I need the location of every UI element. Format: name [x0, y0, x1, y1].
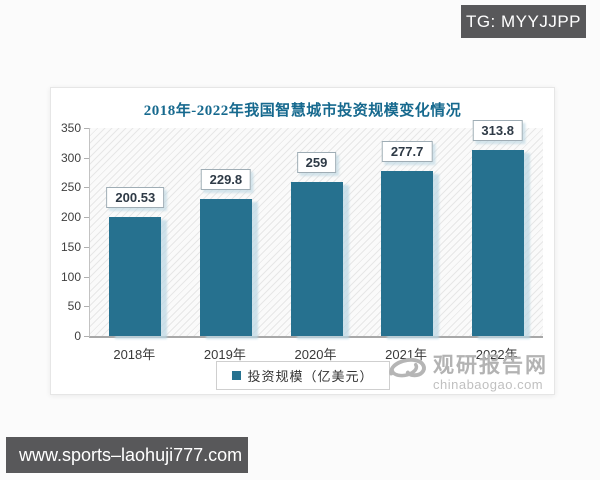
telegram-contact-text: TG: MYYJJPP [465, 11, 582, 31]
y-axis-tick-mark [84, 306, 89, 308]
legend-label: 投资规模（亿美元） [247, 369, 374, 384]
y-axis-tick-mark [84, 128, 89, 129]
bar-2018年 [109, 216, 162, 336]
bottom-url-text: www.sports–laohuji777.com [19, 444, 243, 465]
bottom-url-bar: www.sports–laohuji777.com [6, 437, 248, 473]
bar-value-label: 229.8 [200, 169, 252, 191]
chart-title: 2018年-2022年我国智慧城市投资规模变化情况 [143, 103, 462, 119]
y-axis-tick-label: 50 [67, 299, 81, 314]
y-axis-tick-label: 100 [60, 269, 81, 284]
bar-2020年 [290, 182, 343, 336]
x-axis-label: 2020年 [294, 347, 337, 362]
bar-value-label: 277.7 [381, 140, 433, 162]
y-axis-tick-mark [84, 217, 89, 219]
chart-card: 2018年-2022年我国智慧城市投资规模变化情况 0 50 100 150 200 25… [50, 87, 555, 395]
y-axis-tick-mark [84, 187, 89, 189]
telegram-contact-badge: TG: MYYJJPP [461, 5, 586, 38]
x-axis-label: 2022年 [475, 347, 518, 362]
y-axis-tick-mark [84, 157, 89, 159]
y-axis-tick-label: 250 [60, 180, 81, 195]
y-axis-tick-mark [84, 246, 89, 248]
bar-2021年 [381, 170, 434, 336]
bar-value-label: 200.53 [106, 186, 165, 208]
watermark-site-domain: chinabaogao.com [433, 376, 544, 392]
bar-value-label: 259 [296, 152, 337, 174]
legend-swatch-icon [231, 371, 241, 380]
bar-2019年 [199, 199, 252, 336]
y-axis-tick-label: 0 [74, 329, 81, 343]
y-axis-tick-mark [84, 336, 89, 337]
y-axis-tick-label: 200 [60, 210, 81, 225]
legend: 投资规模（亿美元） [215, 361, 390, 390]
y-axis-tick-label: 150 [60, 239, 81, 254]
y-axis-tick-label: 350 [60, 121, 81, 135]
x-axis-label: 2019年 [203, 347, 246, 362]
plot-area: 200.53 229.8 259 277.7 313.8 [84, 119, 543, 338]
y-axis-tick-label: 300 [60, 150, 81, 165]
bar-value-label: 313.8 [472, 119, 523, 141]
y-axis-tick-mark [84, 276, 89, 278]
x-axis-label: 2018年 [113, 347, 156, 362]
bar-2022年 [471, 149, 524, 336]
x-axis-label: 2021年 [385, 347, 428, 362]
